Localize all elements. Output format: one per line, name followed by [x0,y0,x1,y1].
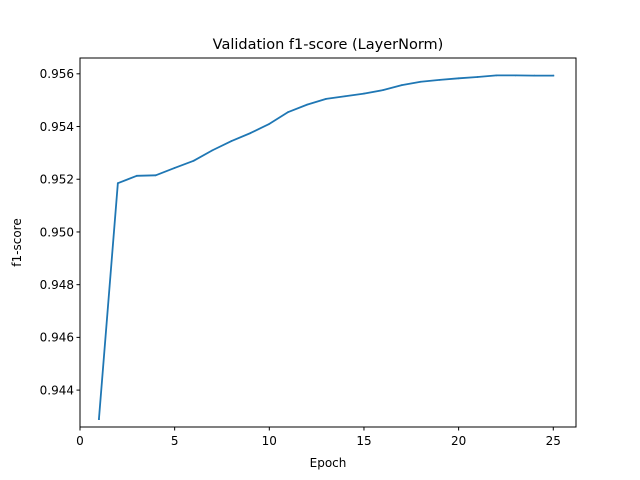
data-point [533,74,536,77]
data-point [363,92,365,95]
data-point [514,74,517,77]
y-tick-label: 0.954 [40,120,74,134]
data-point [419,80,422,83]
data-point [135,174,138,177]
y-tick-label: 0.944 [40,383,74,397]
data-point [211,149,214,152]
y-tick-label: 0.956 [40,67,74,81]
x-axis: 0 5 10 15 20 25 [76,427,561,448]
data-point [230,140,233,142]
data-point [268,122,271,125]
data-point [476,76,479,78]
y-tick-label: 0.952 [40,173,74,187]
x-tick-label: 0 [76,434,84,448]
data-point [98,418,100,420]
data-point [552,74,555,77]
y-tick-label: 0.946 [40,331,74,345]
plot-area [97,74,555,421]
data-point [495,74,498,77]
data-point [382,89,384,92]
x-tick-label: 10 [262,434,277,448]
data-point [192,159,195,162]
data-point [306,103,309,106]
x-tick-label: 20 [451,434,466,448]
data-point [400,84,403,87]
y-tick-label: 0.950 [40,225,74,239]
series-line-0 [97,74,555,421]
data-point [116,182,119,185]
data-point [325,97,328,100]
axes-frame [79,57,577,428]
data-point [344,95,346,98]
chart-title: Validation f1-score (LayerNorm) [213,37,444,53]
x-tick-label: 5 [171,434,179,448]
data-point [457,77,460,80]
data-point [287,111,290,113]
x-axis-label: Epoch [310,456,347,470]
x-tick-label: 25 [546,434,561,448]
data-point [249,132,252,135]
data-point [154,174,157,177]
x-tick-label: 15 [356,434,371,448]
y-axis-label: f1-score [10,218,24,266]
y-tick-label: 0.948 [40,278,74,292]
data-point [173,167,176,169]
data-point [438,78,441,81]
y-axis: 0.944 0.946 0.948 0.950 0.952 0.954 0.956 [40,67,80,397]
